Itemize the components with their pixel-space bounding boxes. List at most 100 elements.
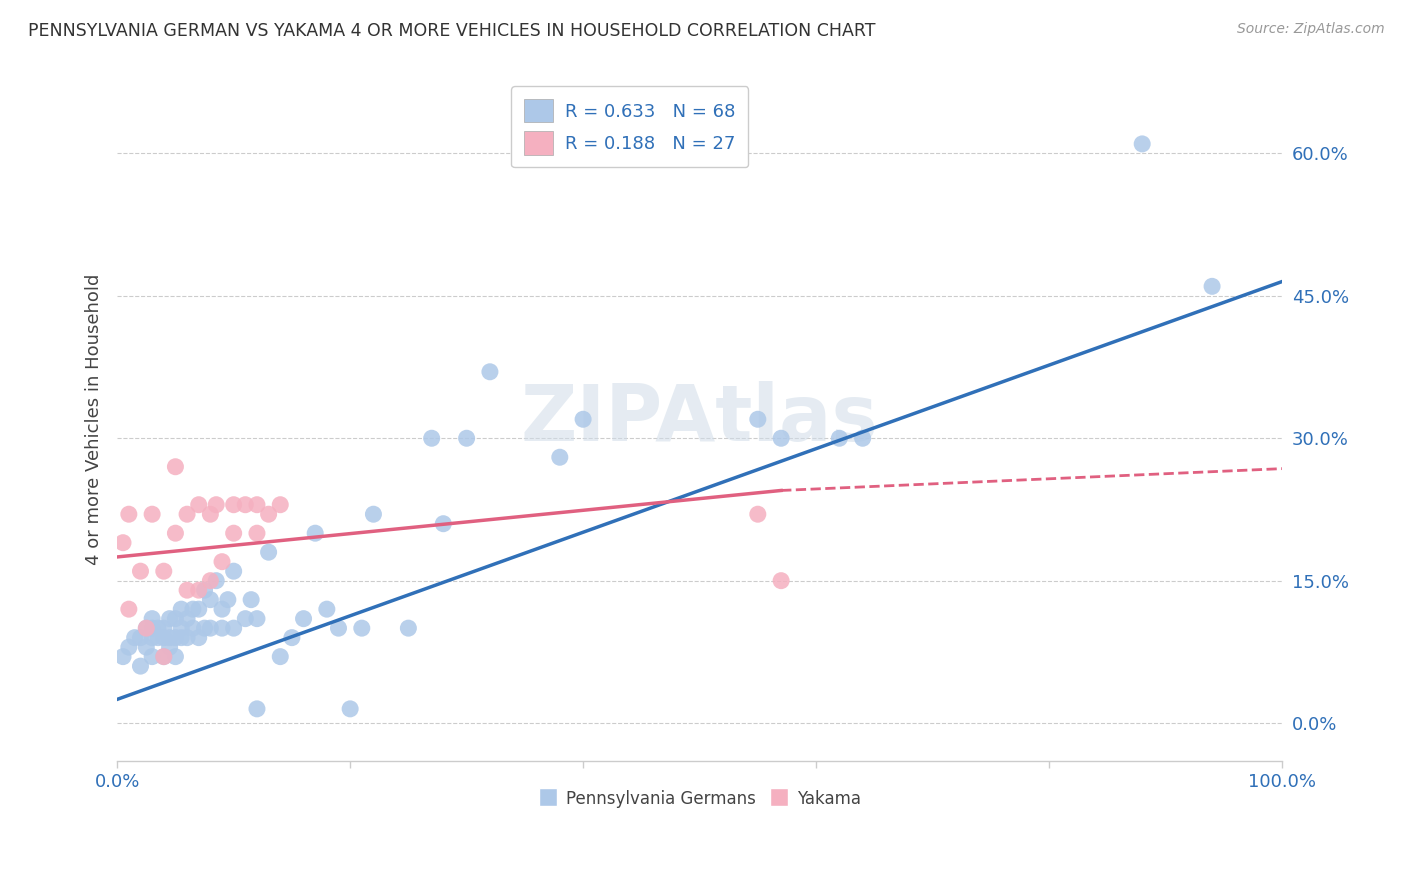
Point — [118, 602, 141, 616]
Point — [176, 507, 198, 521]
Point — [176, 583, 198, 598]
Point — [135, 621, 157, 635]
Point — [478, 365, 501, 379]
Point — [141, 631, 163, 645]
Point — [233, 612, 256, 626]
Point — [118, 507, 141, 521]
Point — [176, 631, 198, 645]
Point — [193, 621, 215, 635]
Point — [129, 564, 152, 578]
Point — [211, 621, 233, 635]
Point — [222, 498, 245, 512]
Point — [222, 564, 245, 578]
Point — [187, 631, 209, 645]
Point — [118, 640, 141, 654]
Point — [257, 507, 280, 521]
Point — [165, 649, 187, 664]
Point — [770, 431, 793, 445]
Point — [456, 431, 478, 445]
Point — [269, 649, 291, 664]
Point — [187, 602, 209, 616]
Point — [141, 507, 163, 521]
Point — [181, 621, 204, 635]
Point — [339, 702, 361, 716]
Text: Source: ZipAtlas.com: Source: ZipAtlas.com — [1237, 22, 1385, 37]
Point — [146, 621, 169, 635]
Point — [269, 498, 291, 512]
Point — [222, 621, 245, 635]
Point — [572, 412, 595, 426]
Point — [246, 612, 269, 626]
Point — [165, 459, 187, 474]
Point — [200, 507, 222, 521]
Point — [170, 631, 193, 645]
Point — [548, 450, 571, 465]
Point — [217, 592, 239, 607]
Point — [852, 431, 875, 445]
Point — [124, 631, 146, 645]
Point — [129, 631, 152, 645]
Point — [181, 602, 204, 616]
Point — [135, 640, 157, 654]
Point — [187, 583, 209, 598]
Point — [187, 498, 209, 512]
Point — [141, 649, 163, 664]
Point — [165, 526, 187, 541]
Point — [146, 631, 169, 645]
Point — [141, 612, 163, 626]
Point — [135, 621, 157, 635]
Point — [176, 612, 198, 626]
Point — [1130, 136, 1153, 151]
Point — [1201, 279, 1223, 293]
Point — [246, 498, 269, 512]
Point — [165, 612, 187, 626]
Point — [350, 621, 373, 635]
Point — [315, 602, 337, 616]
Point — [200, 592, 222, 607]
Point — [152, 631, 174, 645]
Point — [205, 574, 228, 588]
Point — [281, 631, 304, 645]
Point — [747, 507, 769, 521]
Point — [152, 621, 174, 635]
Point — [328, 621, 350, 635]
Point — [222, 526, 245, 541]
Y-axis label: 4 or more Vehicles in Household: 4 or more Vehicles in Household — [86, 274, 103, 565]
Point — [292, 612, 315, 626]
Point — [205, 498, 228, 512]
Text: PENNSYLVANIA GERMAN VS YAKAMA 4 OR MORE VEHICLES IN HOUSEHOLD CORRELATION CHART: PENNSYLVANIA GERMAN VS YAKAMA 4 OR MORE … — [28, 22, 876, 40]
Point — [111, 649, 134, 664]
Point — [152, 649, 174, 664]
Point — [200, 621, 222, 635]
Point — [152, 649, 174, 664]
Point — [165, 631, 187, 645]
Point — [170, 621, 193, 635]
Point — [211, 602, 233, 616]
Point — [193, 583, 215, 598]
Point — [246, 702, 269, 716]
Point — [770, 574, 793, 588]
Point — [420, 431, 443, 445]
Point — [129, 659, 152, 673]
Point — [159, 631, 181, 645]
Point — [170, 602, 193, 616]
Point — [363, 507, 385, 521]
Point — [159, 640, 181, 654]
Point — [211, 555, 233, 569]
Point — [304, 526, 326, 541]
Point — [152, 564, 174, 578]
Point — [747, 412, 769, 426]
Point — [159, 612, 181, 626]
Point — [257, 545, 280, 559]
Point — [396, 621, 419, 635]
Point — [111, 535, 134, 549]
Text: ZIPAtlas: ZIPAtlas — [520, 381, 879, 458]
Legend: Pennsylvania Germans, Yakama: Pennsylvania Germans, Yakama — [531, 783, 868, 814]
Point — [246, 526, 269, 541]
Point — [233, 498, 256, 512]
Point — [828, 431, 851, 445]
Point — [141, 621, 163, 635]
Point — [240, 592, 263, 607]
Point — [432, 516, 454, 531]
Point — [200, 574, 222, 588]
